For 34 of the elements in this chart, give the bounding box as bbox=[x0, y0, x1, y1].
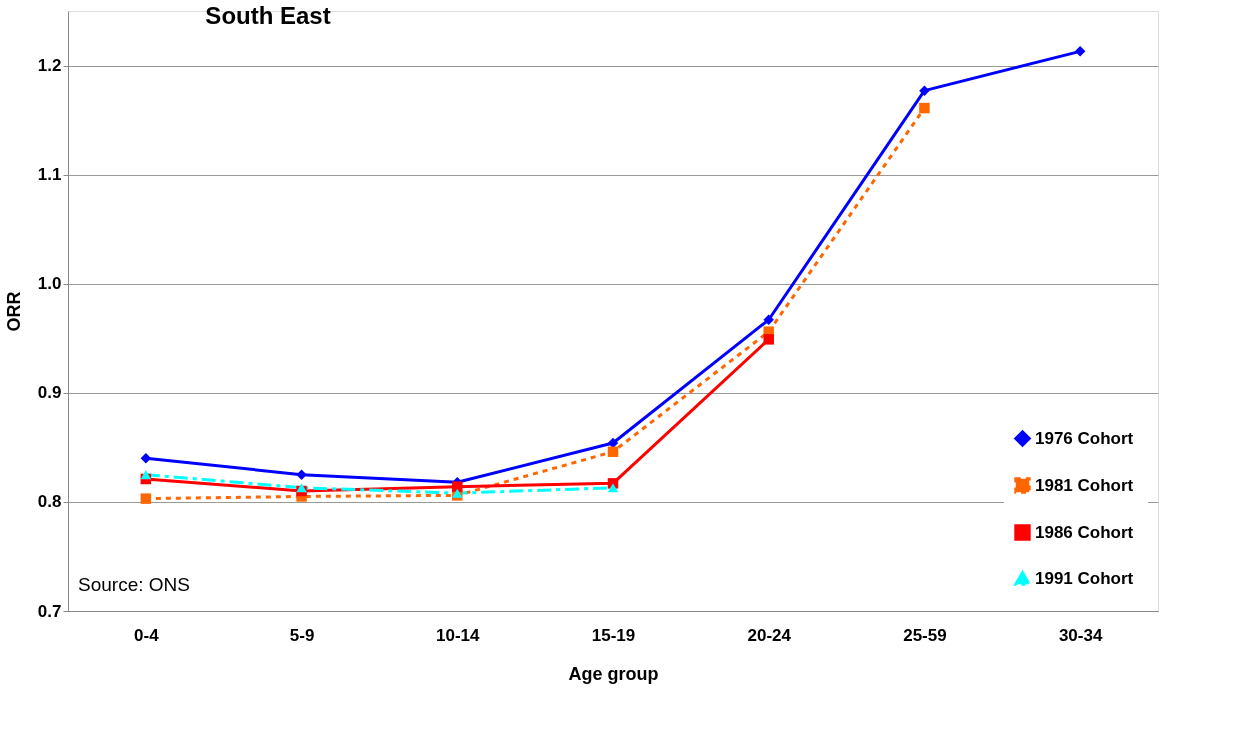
point bbox=[763, 314, 774, 325]
x-tick-label: 5-9 bbox=[289, 625, 315, 645]
point bbox=[607, 446, 619, 457]
y-tick-label: 1.1 bbox=[37, 165, 62, 185]
point bbox=[140, 493, 152, 504]
x-axis-title: Age group bbox=[568, 663, 659, 684]
x-tick-label: 25-59 bbox=[903, 625, 947, 645]
annotation: Source: ONS bbox=[78, 574, 190, 595]
point bbox=[140, 470, 152, 480]
x-tick-label: 30-34 bbox=[1058, 625, 1103, 645]
point bbox=[140, 453, 152, 464]
y-tick-label: 0.8 bbox=[37, 492, 62, 512]
y-tick-label: 1.0 bbox=[37, 274, 62, 294]
point bbox=[452, 481, 463, 492]
legend-label: 1986 Cohort bbox=[1035, 522, 1134, 542]
x-tick-label: 10-14 bbox=[436, 625, 481, 645]
y-tick-label: 0.9 bbox=[37, 383, 62, 403]
chart-title: South East bbox=[205, 2, 331, 29]
x-tick-label: 0-4 bbox=[134, 625, 160, 645]
x-tick-label: 20-24 bbox=[747, 625, 792, 645]
y-axis-title: ORR bbox=[3, 291, 24, 332]
point bbox=[763, 334, 774, 345]
point bbox=[607, 483, 619, 493]
point bbox=[919, 85, 930, 96]
point bbox=[296, 469, 307, 480]
legend-label: 1976 Cohort bbox=[1035, 428, 1134, 448]
y-tick-label: 1.2 bbox=[37, 56, 62, 76]
x-tick-label: 15-19 bbox=[591, 625, 636, 645]
legend-label: 1991 Cohort bbox=[1035, 568, 1134, 588]
point bbox=[296, 483, 307, 493]
legend-label: 1981 Cohort bbox=[1035, 475, 1134, 495]
y-tick-label: 0.7 bbox=[37, 601, 62, 621]
point bbox=[919, 102, 930, 114]
point bbox=[1074, 46, 1086, 57]
